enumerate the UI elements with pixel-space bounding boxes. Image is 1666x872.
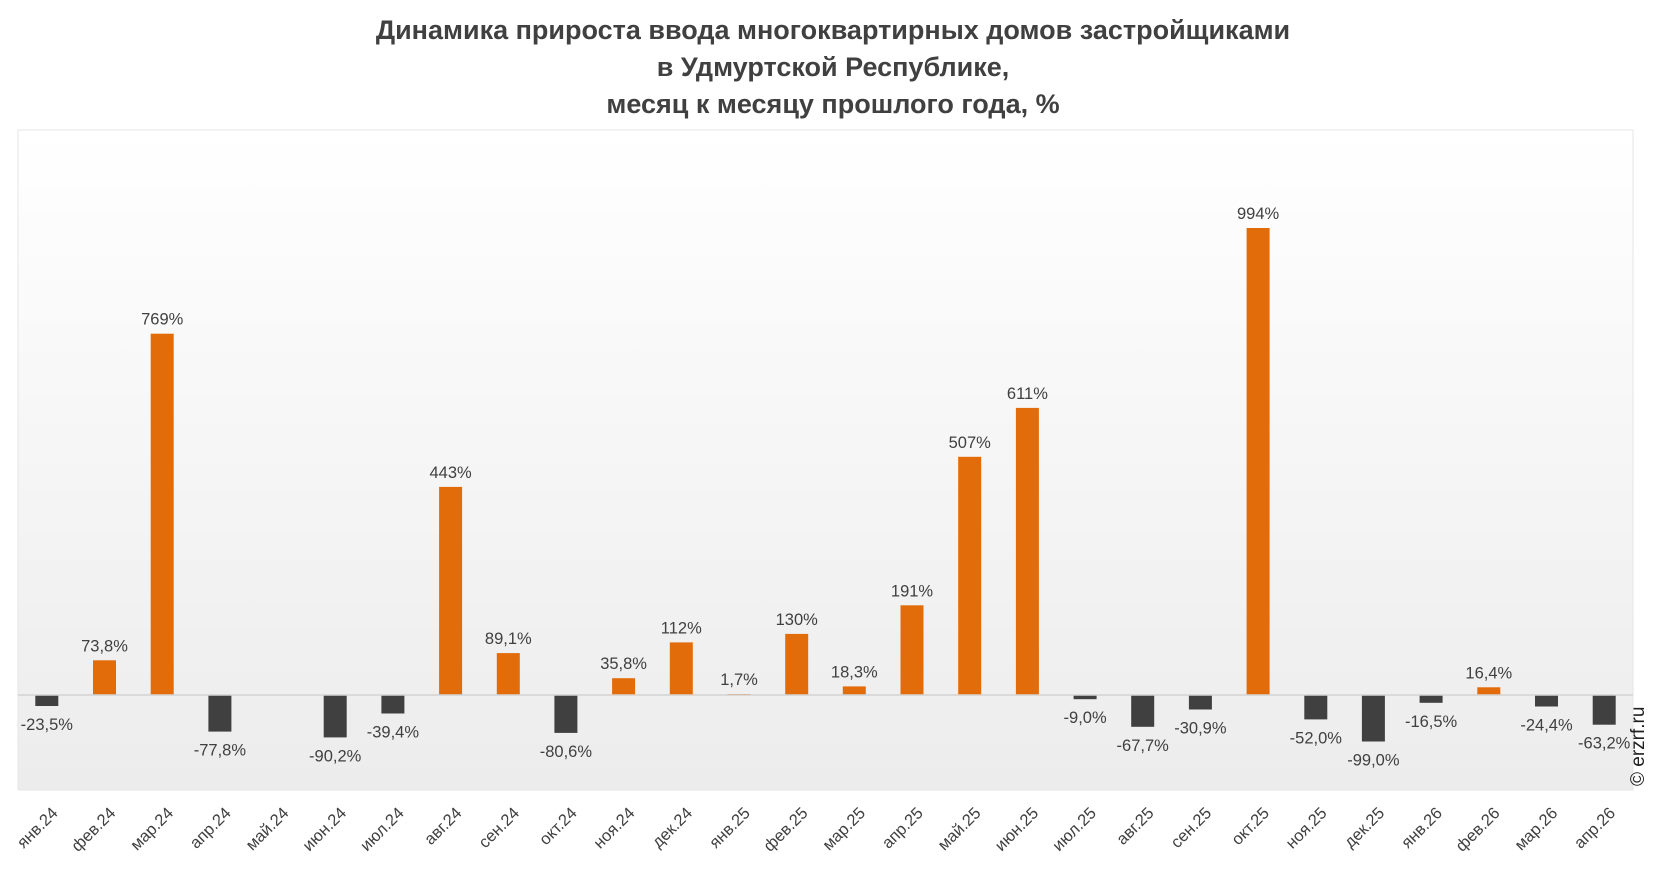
bar-апр.26: [1592, 695, 1616, 725]
bar-мар.24: [150, 333, 174, 695]
bar-дек.25: [1361, 695, 1385, 742]
x-tick-янв.24: янв.24: [14, 804, 62, 852]
data-label-дек.25: -99,0%: [1347, 752, 1400, 770]
x-tick-ноя.24: ноя.24: [590, 804, 638, 852]
data-label-мар.25: 18,3%: [831, 663, 878, 681]
data-label-июл.24: -39,4%: [367, 724, 420, 742]
bar-июл.25: [1073, 695, 1097, 700]
plot-area: [17, 129, 1634, 791]
data-label-июн.24: -90,2%: [309, 747, 362, 765]
bar-ноя.25: [1304, 695, 1328, 720]
data-label-фев.24: 73,8%: [81, 637, 128, 655]
data-label-мар.26: -24,4%: [1520, 717, 1573, 735]
x-tick-фев.25: фев.25: [760, 804, 811, 855]
x-tick-июн.24: июн.24: [299, 804, 350, 855]
x-tick-фев.24: фев.24: [68, 804, 119, 855]
x-tick-май.25: май.25: [935, 804, 985, 854]
data-label-фев.26: 16,4%: [1465, 664, 1512, 682]
x-tick-сен.25: сен.25: [1168, 804, 1216, 852]
bar-июн.24: [323, 695, 347, 738]
bar-янв.24: [35, 695, 59, 706]
bar-сен.25: [1188, 695, 1212, 710]
data-label-ноя.25: -52,0%: [1290, 729, 1343, 747]
x-tick-июл.25: июл.25: [1049, 804, 1100, 855]
x-tick-июн.25: июн.25: [992, 804, 1043, 855]
x-tick-окт.24: окт.24: [536, 804, 581, 849]
x-tick-окт.25: окт.25: [1228, 804, 1273, 849]
x-tick-сен.24: сен.24: [475, 804, 523, 852]
x-tick-авг.25: авг.25: [1113, 804, 1157, 848]
bar-дек.24: [669, 642, 693, 695]
bar-июн.25: [1015, 407, 1039, 695]
bar-авг.25: [1131, 695, 1155, 727]
data-label-сен.24: 89,1%: [485, 630, 532, 648]
bar-фев.25: [785, 633, 809, 695]
data-label-апр.24: -77,8%: [194, 742, 247, 760]
data-label-фев.25: 130%: [776, 611, 819, 629]
data-label-авг.25: -67,7%: [1117, 737, 1170, 755]
data-label-ноя.24: 35,8%: [600, 655, 647, 673]
bar-апр.24: [208, 695, 232, 732]
bar-окт.25: [1246, 228, 1270, 695]
bar-ноя.24: [612, 678, 636, 695]
chart-title-line-1: Динамика прироста ввода многоквартирных …: [375, 15, 1291, 45]
x-tick-июл.24: июл.24: [357, 804, 408, 855]
x-tick-дек.25: дек.25: [1341, 804, 1388, 851]
x-tick-мар.24: мар.24: [127, 804, 177, 854]
x-tick-мар.26: мар.26: [1511, 804, 1561, 854]
data-label-янв.25: 1,7%: [720, 671, 758, 689]
x-tick-апр.26: апр.26: [1571, 804, 1619, 852]
chart-title-line-3: месяц к месяцу прошлого года, %: [606, 89, 1060, 119]
data-label-мар.24: 769%: [141, 311, 184, 329]
x-tick-апр.25: апр.25: [879, 804, 927, 852]
x-tick-ноя.25: ноя.25: [1282, 804, 1330, 852]
x-tick-янв.26: янв.26: [1398, 804, 1446, 852]
data-label-сен.25: -30,9%: [1174, 720, 1227, 738]
x-tick-фев.26: фев.26: [1452, 804, 1503, 855]
chart-title: Динамика прироста ввода многоквартирных …: [0, 12, 1666, 123]
data-label-июн.25: 611%: [1007, 385, 1048, 403]
data-label-апр.25: 191%: [891, 582, 934, 600]
bar-июл.24: [381, 695, 405, 714]
x-tick-дек.24: дек.24: [649, 804, 696, 851]
data-label-май.25: 507%: [949, 434, 992, 452]
data-label-янв.24: -23,5%: [21, 716, 74, 734]
data-label-авг.24: 443%: [429, 464, 472, 482]
bar-фев.26: [1477, 687, 1501, 695]
bar-авг.24: [439, 486, 463, 695]
x-tick-апр.24: апр.24: [186, 804, 234, 852]
bar-апр.25: [900, 605, 924, 695]
chart-title-line-2: в Удмуртской Республике,: [656, 52, 1010, 82]
bar-фев.24: [93, 660, 116, 695]
data-label-дек.24: 112%: [661, 619, 702, 637]
x-tick-янв.25: янв.25: [706, 804, 754, 852]
bar-янв.26: [1419, 695, 1443, 703]
data-label-апр.26: -63,2%: [1578, 735, 1631, 753]
bar-мар.26: [1535, 695, 1558, 707]
data-label-янв.26: -16,5%: [1405, 713, 1458, 731]
bar-мар.25: [842, 686, 866, 695]
data-label-июл.25: -9,0%: [1064, 709, 1107, 727]
bar-май.25: [958, 456, 982, 695]
x-tick-мар.25: мар.25: [819, 804, 869, 854]
data-label-окт.24: -80,6%: [540, 743, 593, 761]
data-label-окт.25: 994%: [1237, 205, 1280, 223]
x-tick-май.24: май.24: [242, 804, 292, 854]
copyright-text: © erzrf.ru: [1628, 706, 1649, 786]
bar-окт.24: [554, 695, 578, 733]
x-tick-авг.24: авг.24: [421, 804, 465, 848]
bar-сен.24: [496, 653, 520, 695]
